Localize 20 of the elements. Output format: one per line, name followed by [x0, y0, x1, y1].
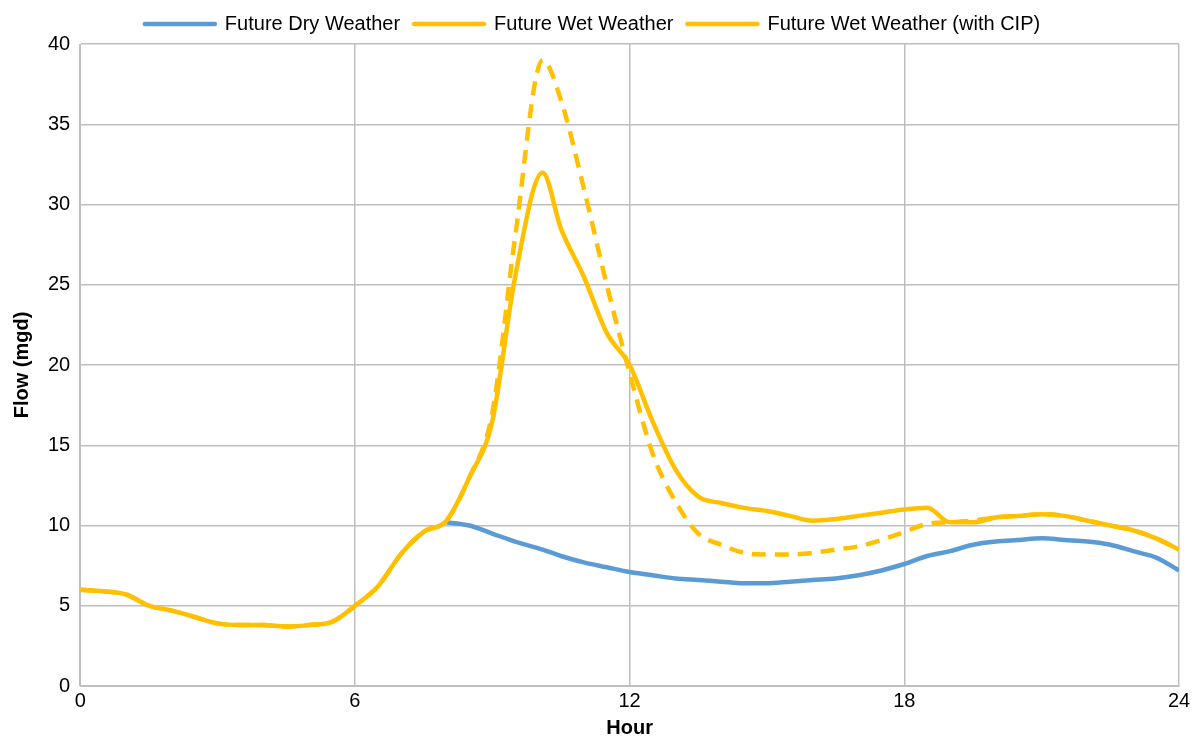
y-tick-label: 35: [48, 111, 71, 134]
y-tick-label: 20: [48, 352, 71, 375]
y-tick-label: 0: [59, 673, 71, 696]
y-axis-title: Flow (mgd): [9, 311, 32, 419]
y-tick-label: 25: [48, 272, 71, 295]
legend-label: Future Dry Weather: [224, 11, 401, 34]
x-tick-label: 6: [349, 688, 361, 711]
y-tick-label: 10: [48, 513, 71, 536]
y-tick-label: 40: [48, 31, 71, 54]
x-tick-label: 12: [618, 688, 641, 711]
y-tick-label: 15: [48, 432, 71, 455]
x-tick-label: 0: [74, 688, 86, 711]
legend-label: Future Wet Weather: [494, 11, 674, 34]
y-tick-label: 30: [48, 192, 71, 215]
x-tick-label: 18: [893, 688, 916, 711]
x-tick-label: 24: [1167, 688, 1191, 711]
y-tick-label: 5: [59, 593, 71, 616]
line-series: [444, 520, 1179, 586]
x-axis-title: Hour: [606, 715, 654, 738]
legend-label: Future Wet Weather (with CIP): [767, 11, 1041, 34]
